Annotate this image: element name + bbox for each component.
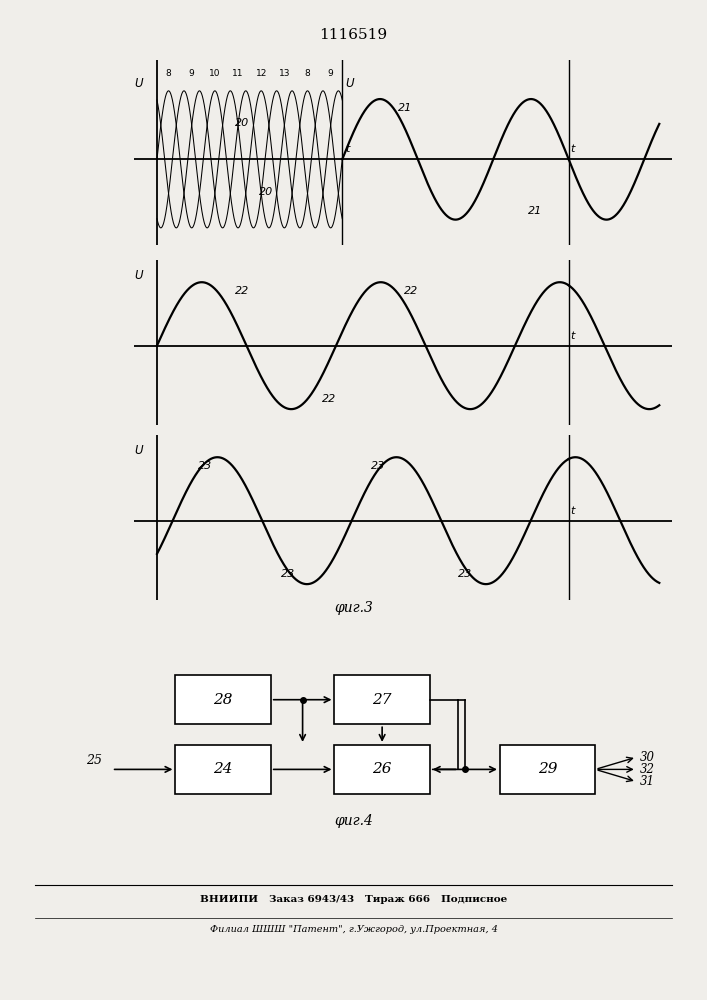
Text: 23: 23 xyxy=(281,569,295,579)
Text: 25: 25 xyxy=(86,754,103,767)
Text: U: U xyxy=(134,444,143,457)
Text: ВНИИПИ   Заказ 6943/43   Тираж 666   Подписное: ВНИИПИ Заказ 6943/43 Тираж 666 Подписное xyxy=(200,895,507,904)
Text: 13: 13 xyxy=(279,69,290,78)
Text: Филиал ШШШ "Патент", г.Ужгород, ул.Проектная, 4: Филиал ШШШ "Патент", г.Ужгород, ул.Проек… xyxy=(209,925,498,934)
Text: 32: 32 xyxy=(640,763,655,776)
Text: 23: 23 xyxy=(198,461,212,471)
Text: U: U xyxy=(134,77,143,90)
Text: φиг.4: φиг.4 xyxy=(334,814,373,828)
Text: 12: 12 xyxy=(255,69,267,78)
Text: 20: 20 xyxy=(235,118,249,128)
Text: 31: 31 xyxy=(640,775,655,788)
Text: 30: 30 xyxy=(640,751,655,764)
Bar xyxy=(175,745,271,794)
Text: 1116519: 1116519 xyxy=(320,28,387,42)
Text: 22: 22 xyxy=(404,286,419,296)
Text: 10: 10 xyxy=(209,69,221,78)
Text: U: U xyxy=(346,77,354,90)
Text: U: U xyxy=(134,269,143,282)
Text: 9: 9 xyxy=(328,69,334,78)
Text: 23: 23 xyxy=(457,569,472,579)
Text: 21: 21 xyxy=(527,206,542,216)
Text: 27: 27 xyxy=(373,693,392,707)
Text: t: t xyxy=(571,144,575,154)
Text: 8: 8 xyxy=(305,69,310,78)
Bar xyxy=(334,745,430,794)
Text: 23: 23 xyxy=(371,461,385,471)
Text: 24: 24 xyxy=(214,762,233,776)
Text: t: t xyxy=(346,144,350,154)
Text: 29: 29 xyxy=(538,762,557,776)
Text: φиг.3: φиг.3 xyxy=(334,601,373,615)
Text: 11: 11 xyxy=(233,69,244,78)
Text: 8: 8 xyxy=(165,69,171,78)
Bar xyxy=(334,675,430,724)
Text: 9: 9 xyxy=(189,69,194,78)
Text: 20: 20 xyxy=(259,187,273,197)
Text: t: t xyxy=(571,331,575,341)
Bar xyxy=(175,675,271,724)
Text: 22: 22 xyxy=(235,286,250,296)
Text: 26: 26 xyxy=(373,762,392,776)
Text: 22: 22 xyxy=(322,394,336,404)
Text: 21: 21 xyxy=(398,103,412,113)
Bar xyxy=(500,745,595,794)
Text: t: t xyxy=(571,506,575,516)
Text: 28: 28 xyxy=(214,693,233,707)
